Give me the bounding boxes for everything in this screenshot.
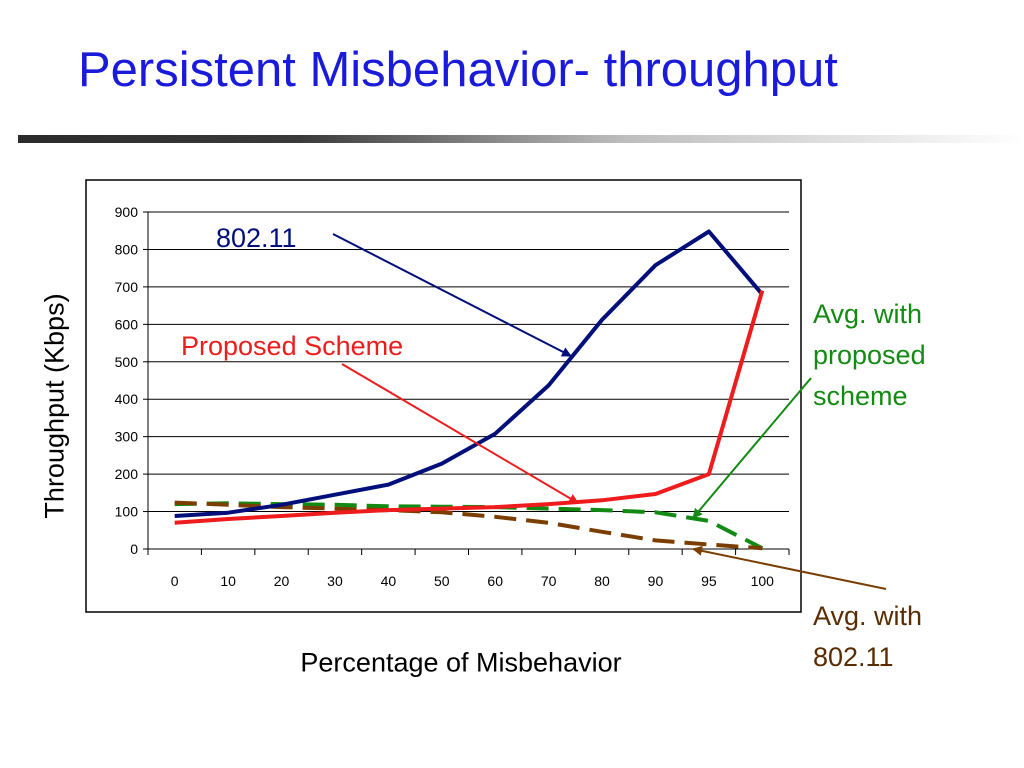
x-tick-label: 80 bbox=[594, 573, 610, 589]
title-divider bbox=[18, 135, 1024, 143]
annotation-avg-802-11-line-1: Avg. with bbox=[813, 601, 923, 631]
arrow-avg-802-11 bbox=[692, 545, 887, 590]
x-axis-label: Percentage of Misbehavior bbox=[300, 647, 622, 678]
y-axis-label: Throughput (Kbps) bbox=[39, 293, 70, 519]
x-tick-label: 20 bbox=[274, 573, 290, 589]
y-tick-label: 300 bbox=[115, 429, 139, 445]
x-tick-label: 30 bbox=[327, 573, 343, 589]
y-tick-label: 700 bbox=[115, 279, 139, 295]
annotation-802-11: 802.11 bbox=[216, 223, 297, 253]
arrow-avg-proposed bbox=[692, 377, 812, 519]
annotation-avg-proposed-line-3: scheme bbox=[813, 381, 908, 411]
slide-title: Persistent Misbehavior- throughput bbox=[78, 43, 838, 97]
x-tick-label: 40 bbox=[381, 573, 397, 589]
annotation-avg-proposed-line-2: proposed bbox=[813, 340, 926, 370]
series-line-802-11 bbox=[174, 229, 764, 518]
y-tick-label: 400 bbox=[115, 391, 139, 407]
y-tick-label: 200 bbox=[115, 466, 139, 482]
annotation-proposed-scheme: Proposed Scheme bbox=[181, 331, 404, 361]
x-tick-label: 10 bbox=[220, 573, 236, 589]
x-tick-label: 50 bbox=[434, 573, 450, 589]
annotation-avg-802-11: Avg. with 802.11 bbox=[813, 596, 922, 678]
y-tick-label: 600 bbox=[115, 316, 139, 332]
y-tick-label: 900 bbox=[115, 204, 139, 220]
y-tick-label: 500 bbox=[115, 354, 139, 370]
annotation-avg-proposed-line-1: Avg. with bbox=[813, 299, 923, 329]
annotation-avg-proposed: Avg. with proposed scheme bbox=[813, 294, 926, 417]
x-tick-labels: 0 10 20 30 40 50 60 70 80 90 95 100 bbox=[171, 573, 774, 589]
x-tick-label: 0 bbox=[171, 573, 179, 589]
annotation-arrows bbox=[332, 233, 887, 590]
axes bbox=[143, 211, 790, 555]
arrow-802-11 bbox=[332, 233, 572, 357]
y-tick-labels: 0 100 200 300 400 500 600 700 800 900 bbox=[115, 204, 139, 557]
x-tick-label: 70 bbox=[541, 573, 557, 589]
x-tick-label: 100 bbox=[751, 573, 775, 589]
x-tick-label: 95 bbox=[701, 573, 717, 589]
annotation-avg-802-11-line-2: 802.11 bbox=[813, 642, 894, 672]
y-tick-label: 0 bbox=[130, 541, 138, 557]
chart-frame bbox=[85, 179, 802, 613]
y-tick-label: 100 bbox=[115, 504, 139, 520]
series-lines bbox=[174, 229, 765, 551]
y-tick-label: 800 bbox=[115, 241, 139, 257]
series-line-proposed-scheme bbox=[174, 290, 765, 525]
x-tick-label: 90 bbox=[648, 573, 664, 589]
arrow-proposed-scheme bbox=[341, 363, 579, 504]
x-tick-label: 60 bbox=[487, 573, 503, 589]
grid-lines bbox=[148, 211, 789, 513]
